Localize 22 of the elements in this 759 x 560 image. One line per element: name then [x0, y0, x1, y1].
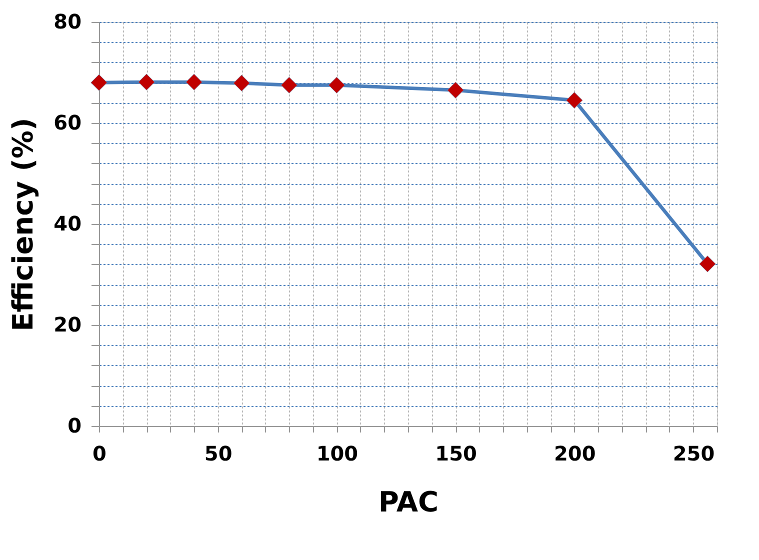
x-tick-label: 0 — [92, 442, 106, 466]
x-tick-label: 50 — [204, 442, 232, 466]
x-tick-label: 150 — [435, 442, 477, 466]
point — [90, 74, 108, 91]
point — [186, 74, 202, 90]
point — [138, 74, 155, 90]
y-tick-label: 80 — [54, 10, 82, 34]
point — [328, 76, 346, 94]
y-axis-title: Efficiency (%) — [6, 118, 40, 332]
point — [699, 256, 716, 272]
point — [447, 82, 464, 98]
x-axis-title: PAC — [378, 486, 439, 518]
point — [566, 92, 583, 109]
point — [280, 76, 298, 94]
point — [233, 74, 250, 92]
y-tick-label: 0 — [68, 414, 82, 438]
x-tick-label: 250 — [672, 442, 715, 466]
y-tick-label: 60 — [54, 110, 82, 134]
y-tick-label: 40 — [54, 212, 82, 236]
y-tick-label: 20 — [54, 312, 82, 336]
x-tick-label: 100 — [316, 442, 358, 466]
x-tick-label: 200 — [554, 442, 596, 466]
